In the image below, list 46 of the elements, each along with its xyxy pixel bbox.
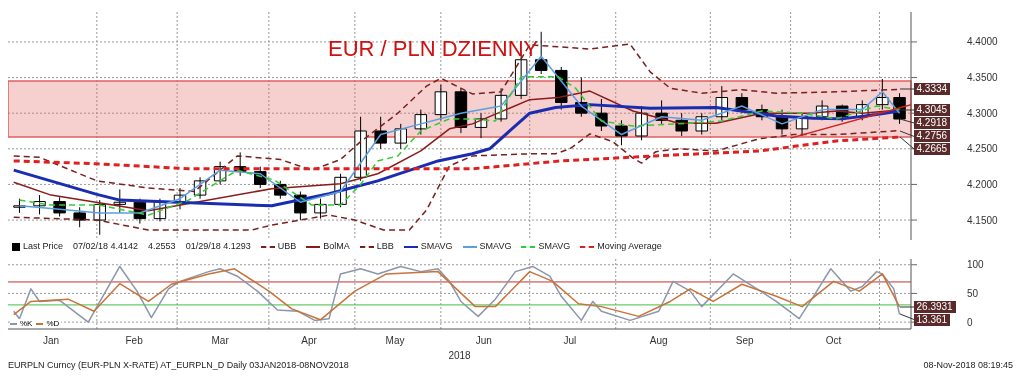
- annotation: 26.3931: [913, 300, 956, 313]
- annotation: 4.3045: [913, 103, 951, 116]
- legend-label: SMAVG: [537, 241, 571, 251]
- text: 4.2553: [148, 241, 176, 251]
- x-tick-label: Sep: [735, 335, 755, 347]
- text: 01/29/18 4.1293: [185, 241, 251, 251]
- text: EUR / PLN DZIENNY: [328, 36, 539, 62]
- legend-label: UBB: [276, 241, 297, 251]
- annotation: 13.361: [913, 313, 951, 326]
- legend-label: %D: [45, 319, 60, 328]
- x-tick-label: Oct: [825, 335, 842, 347]
- y-tick-label: 100: [967, 259, 985, 271]
- legend-label: SMAVG: [478, 241, 512, 251]
- candlestick: [394, 123, 407, 150]
- candlestick: [73, 206, 86, 228]
- y-tick-label: 4.3000: [967, 107, 999, 119]
- y-tick-label: 0: [967, 316, 973, 328]
- x-tick-label: Aug: [649, 335, 668, 347]
- x-tick-label: Mar: [211, 335, 230, 347]
- text: 08-Nov-2018 08:19:45: [923, 360, 1013, 370]
- x-tick-label: Jun: [475, 335, 492, 347]
- x-tick-label: Jul: [563, 335, 577, 347]
- y-tick-label: 50: [967, 287, 979, 299]
- legend-label: %K: [19, 319, 33, 328]
- x-tick-label: Feb: [125, 335, 144, 347]
- x-tick-label: Apr: [301, 335, 318, 347]
- x-tick-label: May: [385, 335, 405, 347]
- candlestick: [113, 188, 127, 214]
- legend-label: Moving Average: [596, 241, 662, 251]
- x-axis-title: 2018: [448, 350, 472, 361]
- text: 07/02/18 4.4142: [73, 241, 139, 251]
- y-tick-label: 4.2500: [967, 143, 999, 155]
- legend-label: Last Price: [22, 241, 64, 251]
- legend-label: LBB: [375, 241, 394, 251]
- legend-label: SMAVG: [419, 241, 453, 251]
- x-tick-label: Jan: [42, 335, 60, 347]
- legend-label: BolMA: [322, 241, 350, 251]
- text: EURPLN Curncy (EUR-PLN X-RATE) AT_EURPLN_D Daily 03JAN2018-08NOV2018: [8, 360, 349, 370]
- y-tick-label: 4.2000: [967, 178, 999, 190]
- y-tick-label: 4.3500: [967, 72, 999, 84]
- annotation: 4.2665: [913, 142, 951, 155]
- annotation: 4.2756: [913, 129, 951, 142]
- y-tick-label: 4.1500: [967, 214, 999, 226]
- y-tick-label: 4.4000: [967, 36, 999, 48]
- annotation: 4.3334: [913, 83, 951, 96]
- annotation: 4.2918: [913, 116, 951, 129]
